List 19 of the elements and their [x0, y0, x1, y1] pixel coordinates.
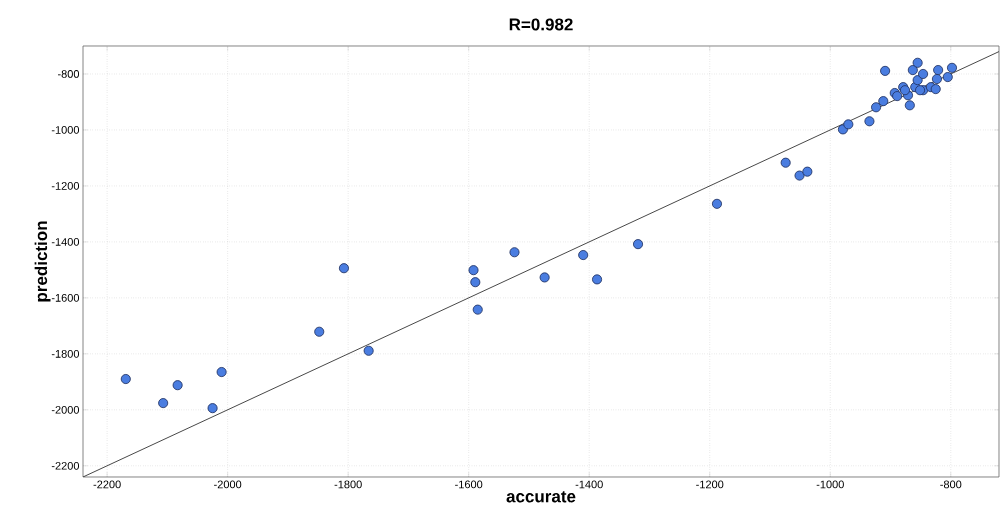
x-tick-label: -1600: [455, 480, 483, 489]
y-tick-label: -1200: [51, 182, 80, 190]
y-axis-title: prediction: [34, 221, 51, 302]
chart-title: R=0.982: [509, 18, 573, 31]
x-tick-label: -1200: [696, 480, 724, 489]
x-tick-label: -1800: [334, 480, 362, 489]
y-tick-label: -1800: [51, 349, 80, 358]
y-tick-label: -1400: [51, 238, 80, 246]
x-tick-label: -1000: [816, 480, 844, 489]
x-axis-title: accurate: [506, 491, 576, 503]
y-tick-label: -1000: [51, 126, 80, 134]
x-tick-label: -2000: [214, 480, 242, 489]
y-tick-label: -2200: [51, 461, 80, 470]
y-tick-label: -800: [57, 70, 80, 78]
y-tick-label: -2000: [51, 405, 80, 414]
x-tick-label: -1400: [575, 480, 603, 489]
y-tick-label: -1600: [51, 293, 80, 302]
x-tick-label: -800: [940, 480, 962, 489]
x-tick-label: -2200: [93, 480, 121, 489]
